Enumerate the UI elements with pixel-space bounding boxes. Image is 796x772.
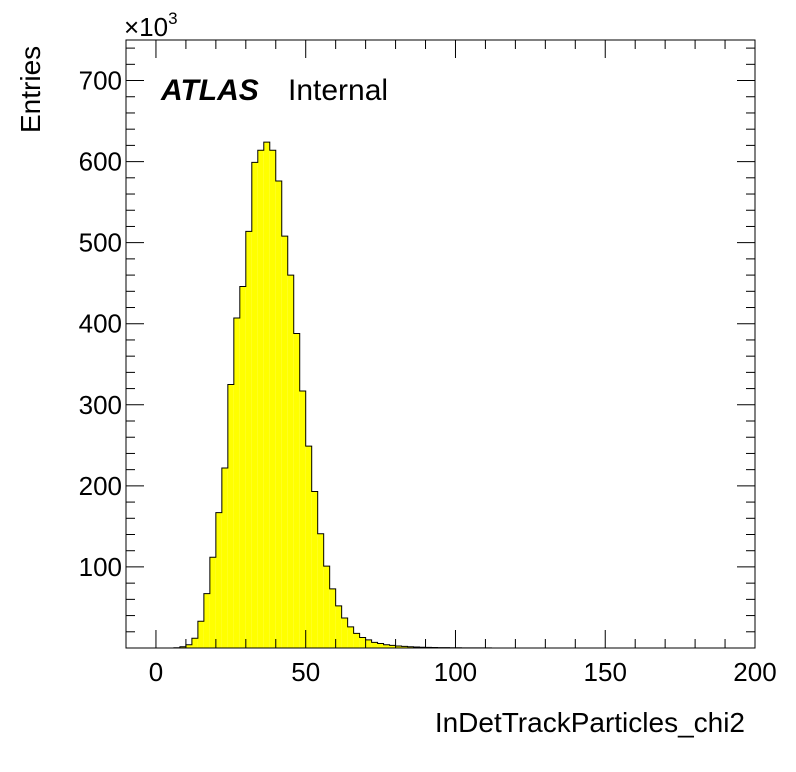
y-tick-label: 300 xyxy=(79,390,122,420)
histogram-bin xyxy=(293,333,300,648)
histogram-bin xyxy=(347,626,354,648)
histogram-bin xyxy=(251,162,258,649)
histogram-bin xyxy=(407,646,414,648)
histogram-bin xyxy=(275,181,282,648)
histogram-bin xyxy=(209,557,216,648)
histogram-bin xyxy=(269,150,276,648)
histogram-bin xyxy=(191,638,198,648)
y-tick-labels: 100 200 300 400 500 600 700 xyxy=(79,66,122,582)
histogram-bin xyxy=(353,633,360,648)
histogram-bin xyxy=(233,318,240,648)
histogram-bin xyxy=(335,605,342,648)
y-multiplier-exponent: 3 xyxy=(168,9,177,28)
histogram-bin xyxy=(401,646,408,648)
y-tick-label: 200 xyxy=(79,471,122,501)
plot-frame xyxy=(125,39,756,649)
internal-label: Internal xyxy=(288,74,388,107)
x-tick-label: 0 xyxy=(149,657,163,687)
y-multiplier: ×103 xyxy=(124,9,178,42)
histogram-bin xyxy=(359,637,366,648)
y-tick-label: 600 xyxy=(79,147,122,177)
histogram-bin xyxy=(203,593,210,648)
histogram-bin xyxy=(371,642,378,648)
histogram-bin xyxy=(257,150,264,648)
histogram-bin xyxy=(287,275,294,648)
atlas-label: ATLAS xyxy=(160,74,259,107)
histogram-bin xyxy=(377,643,384,648)
histogram-bars xyxy=(173,142,516,649)
histogram-bin xyxy=(329,588,336,648)
axis-ticks xyxy=(125,40,756,648)
y-tick-label: 500 xyxy=(79,228,122,258)
y-tick-label: 100 xyxy=(79,552,122,582)
y-tick-label: 700 xyxy=(79,66,122,96)
histogram-outline xyxy=(155,141,516,649)
y-multiplier-base: ×10 xyxy=(124,12,168,42)
histogram-bin xyxy=(305,446,312,648)
y-tick-label: 400 xyxy=(79,309,122,339)
histogram-bin xyxy=(239,286,246,648)
histogram-bin xyxy=(179,646,186,648)
histogram-bin xyxy=(185,644,192,648)
histogram-bin xyxy=(197,621,204,648)
histogram-bin xyxy=(281,236,288,648)
x-axis-title: InDetTrackParticles_chi2 xyxy=(435,707,745,738)
histogram-bin xyxy=(245,231,252,649)
x-tick-label: 150 xyxy=(584,657,627,687)
y-axis-title: Entries xyxy=(15,46,46,133)
histogram-bin xyxy=(263,142,270,649)
x-tick-label: 100 xyxy=(434,657,477,687)
histogram-bin xyxy=(317,533,324,648)
histogram-bin xyxy=(389,645,396,648)
histogram-bin xyxy=(227,384,234,648)
histogram-bin xyxy=(341,618,348,648)
histogram-bin xyxy=(395,645,402,648)
x-tick-label: 50 xyxy=(291,657,320,687)
x-tick-label: 200 xyxy=(733,657,776,687)
histogram-bin xyxy=(221,468,228,648)
histogram-bin xyxy=(365,639,372,648)
histogram-bin xyxy=(323,566,330,648)
histogram-bin xyxy=(383,644,390,648)
histogram-bin xyxy=(311,491,318,648)
x-tick-labels: 0 50 100 150 200 xyxy=(149,657,777,687)
histogram-bin xyxy=(215,512,222,648)
histogram-bin xyxy=(299,391,306,648)
